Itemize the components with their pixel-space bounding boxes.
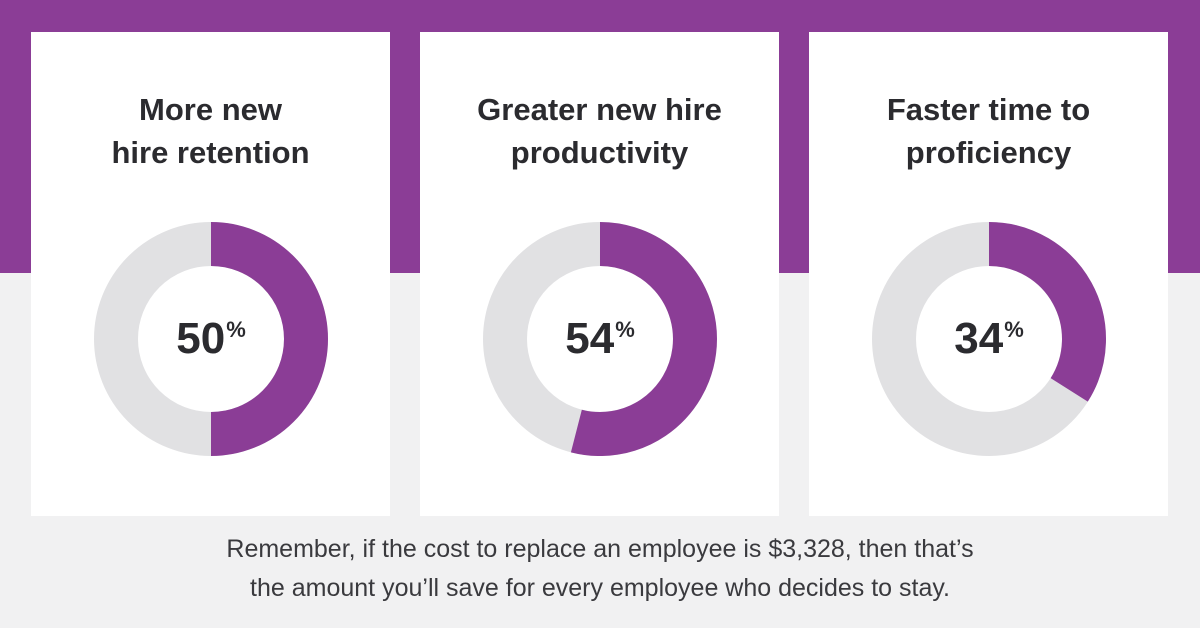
percent-label-proficiency: 34%: [872, 222, 1106, 456]
footer-line-1: Remember, if the cost to replace an empl…: [226, 535, 974, 563]
donut-chart-proficiency: [872, 222, 1106, 456]
stat-card-proficiency: Faster time to proficiency 34%: [809, 32, 1168, 516]
percent-sign-productivity: %: [615, 317, 635, 342]
footer-line-2: the amount you’ll save for every employe…: [250, 574, 950, 602]
percent-label-productivity: 54%: [483, 222, 717, 456]
percent-value-proficiency: 34: [954, 314, 1004, 363]
percent-label-retention: 50%: [94, 222, 328, 456]
percent-sign-retention: %: [226, 317, 246, 342]
stat-card-productivity: Greater new hire productivity 54%: [420, 32, 779, 516]
percent-value-retention: 50: [176, 314, 226, 363]
donut-slice-productivity: [570, 222, 717, 456]
donut-slice-retention: [210, 222, 328, 456]
percent-sign-proficiency: %: [1004, 317, 1024, 342]
footer-note: Remember, if the cost to replace an empl…: [0, 530, 1200, 608]
donut-chart-retention: [94, 222, 328, 456]
chart-title-retention: More new hire retention: [111, 92, 310, 170]
chart-title-proficiency: Faster time to proficiency: [886, 92, 1091, 170]
chart-title-productivity: Greater new hire productivity: [477, 92, 722, 170]
donut-slice-proficiency: [988, 222, 1106, 402]
percent-value-productivity: 54: [565, 314, 615, 363]
stat-card-retention: More new hire retention 50%: [31, 32, 390, 516]
donut-chart-productivity: [483, 222, 717, 456]
